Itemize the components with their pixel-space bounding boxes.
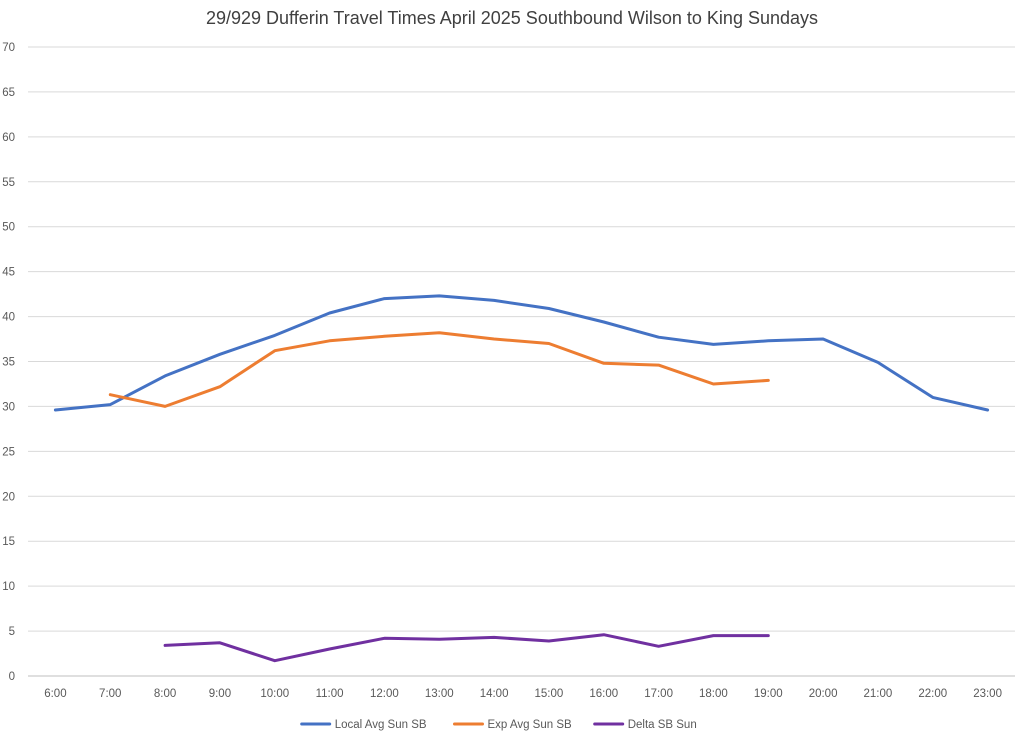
y-tick-label: 70	[2, 42, 15, 54]
legend-label: Local Avg Sun SB	[335, 719, 427, 731]
x-axis-ticks: 6:00 7:00 8:00 9:00 10:00 11:00 12:00 13:00 14:0…	[44, 688, 1002, 700]
legend-item: Delta SB Sun	[593, 719, 697, 731]
x-tick-label: 22:00	[918, 688, 947, 700]
legend-item: Local Avg Sun SB	[300, 719, 427, 731]
y-tick-label: 0	[9, 671, 15, 683]
y-axis-ticks: 0 5 10 15 20 25 30 35 40 45 50 55 60 65 70	[2, 42, 15, 683]
x-tick-label: 12:00	[370, 688, 399, 700]
x-tick-label: 13:00	[425, 688, 454, 700]
x-tick-label: 20:00	[809, 688, 838, 700]
legend: Local Avg Sun SB Exp Avg Sun SB Delta SB S…	[300, 719, 697, 731]
x-tick-label: 18:00	[699, 688, 728, 700]
x-tick-label: 15:00	[535, 688, 564, 700]
y-tick-label: 55	[2, 177, 15, 189]
y-tick-label: 5	[9, 626, 15, 638]
y-tick-label: 40	[2, 312, 15, 324]
y-tick-label: 10	[2, 581, 15, 593]
x-tick-label: 16:00	[589, 688, 618, 700]
x-tick-label: 10:00	[260, 688, 289, 700]
chart-title: 29/929 Dufferin Travel Times April 2025 …	[206, 8, 818, 28]
series-line-0	[53, 294, 990, 412]
x-tick-label: 17:00	[644, 688, 673, 700]
grid-lines	[28, 46, 1015, 677]
series-lines	[53, 294, 990, 663]
y-tick-label: 60	[2, 132, 15, 144]
legend-label: Delta SB Sun	[628, 719, 697, 731]
y-tick-label: 25	[2, 446, 15, 458]
x-tick-label: 23:00	[973, 688, 1002, 700]
x-tick-label: 11:00	[316, 688, 344, 700]
x-tick-label: 8:00	[154, 688, 176, 700]
series-line-1	[108, 331, 770, 408]
x-tick-label: 9:00	[209, 688, 231, 700]
y-tick-label: 35	[2, 357, 15, 369]
y-tick-label: 65	[2, 87, 15, 99]
y-tick-label: 50	[2, 222, 15, 234]
legend-label: Exp Avg Sun SB	[488, 719, 573, 731]
legend-item: Exp Avg Sun SB	[453, 719, 573, 731]
x-tick-label: 19:00	[754, 688, 783, 700]
y-tick-label: 30	[2, 401, 15, 413]
y-tick-label: 20	[2, 491, 15, 503]
x-tick-label: 7:00	[99, 688, 121, 700]
x-tick-label: 6:00	[44, 688, 66, 700]
x-tick-label: 21:00	[864, 688, 893, 700]
y-tick-label: 15	[2, 536, 15, 548]
series-line-2	[163, 633, 770, 663]
x-tick-label: 14:00	[480, 688, 509, 700]
y-tick-label: 45	[2, 267, 15, 279]
